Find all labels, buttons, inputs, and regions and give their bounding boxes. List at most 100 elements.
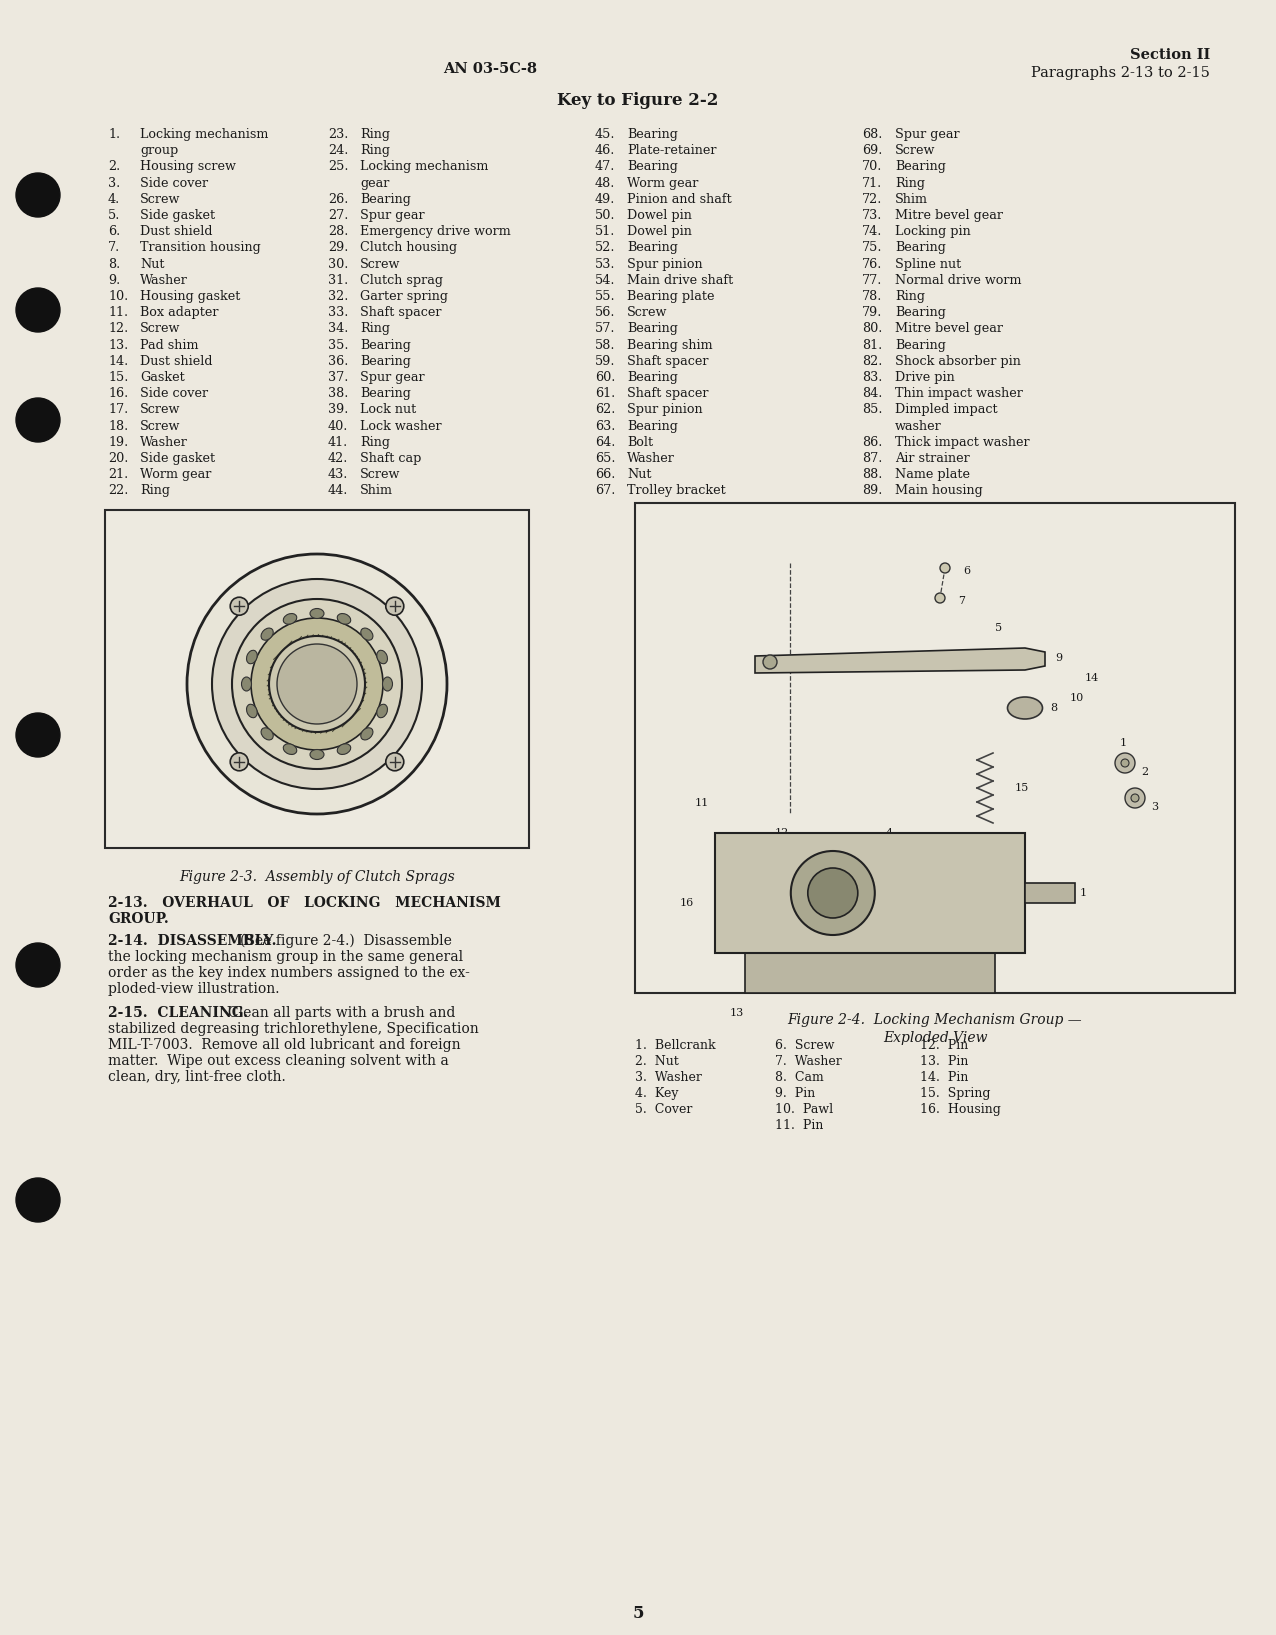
Text: Washer: Washer xyxy=(140,273,188,286)
Text: 52.: 52. xyxy=(595,242,615,255)
Text: 60.: 60. xyxy=(595,371,615,384)
Text: Dowel pin: Dowel pin xyxy=(627,209,692,222)
Circle shape xyxy=(212,579,422,790)
Text: Spur pinion: Spur pinion xyxy=(627,404,703,417)
Text: 16.  Housing: 16. Housing xyxy=(920,1104,1000,1117)
Circle shape xyxy=(940,562,951,572)
Text: 12.: 12. xyxy=(108,322,129,335)
Text: Shim: Shim xyxy=(894,193,928,206)
Text: Bearing shim: Bearing shim xyxy=(627,338,712,352)
Text: 5: 5 xyxy=(632,1606,644,1622)
Ellipse shape xyxy=(283,744,297,754)
Text: Lock nut: Lock nut xyxy=(360,404,416,417)
Text: Bearing plate: Bearing plate xyxy=(627,289,715,302)
Text: 1: 1 xyxy=(1120,737,1127,747)
Text: Clutch sprag: Clutch sprag xyxy=(360,273,443,286)
Text: 80.: 80. xyxy=(863,322,883,335)
Ellipse shape xyxy=(361,728,373,741)
Text: 14.  Pin: 14. Pin xyxy=(920,1071,968,1084)
Text: 71.: 71. xyxy=(863,177,882,190)
Text: Thick impact washer: Thick impact washer xyxy=(894,437,1030,448)
Text: Ring: Ring xyxy=(894,177,925,190)
Text: Air strainer: Air strainer xyxy=(894,451,970,464)
Ellipse shape xyxy=(383,677,393,692)
Text: 50.: 50. xyxy=(595,209,615,222)
Text: 6.: 6. xyxy=(108,226,120,239)
Text: Key to Figure 2-2: Key to Figure 2-2 xyxy=(558,92,718,110)
Text: 9.: 9. xyxy=(108,273,120,286)
Text: 16: 16 xyxy=(680,898,694,907)
Text: 11: 11 xyxy=(695,798,709,808)
Text: 74.: 74. xyxy=(863,226,883,239)
Text: Mitre bevel gear: Mitre bevel gear xyxy=(894,209,1003,222)
Text: Shock absorber pin: Shock absorber pin xyxy=(894,355,1021,368)
Ellipse shape xyxy=(246,651,258,664)
Text: Worm gear: Worm gear xyxy=(627,177,698,190)
Circle shape xyxy=(791,850,875,935)
Text: Bearing: Bearing xyxy=(627,371,678,384)
Ellipse shape xyxy=(283,613,297,625)
Text: 64.: 64. xyxy=(595,437,615,448)
Circle shape xyxy=(17,173,60,217)
Ellipse shape xyxy=(337,613,351,625)
Text: 33.: 33. xyxy=(328,306,348,319)
Text: 32.: 32. xyxy=(328,289,348,302)
Text: 42.: 42. xyxy=(328,451,348,464)
Text: Bearing: Bearing xyxy=(627,128,678,141)
Text: 10.  Pawl: 10. Pawl xyxy=(775,1104,833,1117)
Text: Gasket: Gasket xyxy=(140,371,185,384)
Circle shape xyxy=(17,943,60,988)
Text: 3: 3 xyxy=(1151,803,1159,813)
Text: Bearing: Bearing xyxy=(360,355,411,368)
Ellipse shape xyxy=(246,705,258,718)
Text: 82.: 82. xyxy=(863,355,883,368)
Text: washer: washer xyxy=(894,420,942,433)
Text: Screw: Screw xyxy=(360,468,401,481)
Text: Screw: Screw xyxy=(894,144,935,157)
Bar xyxy=(715,832,1025,953)
Text: 10: 10 xyxy=(1071,693,1085,703)
Text: Figure 2-4.  Locking Mechanism Group —: Figure 2-4. Locking Mechanism Group — xyxy=(787,1014,1082,1027)
Ellipse shape xyxy=(376,705,388,718)
Circle shape xyxy=(277,644,357,724)
Text: Shaft cap: Shaft cap xyxy=(360,451,421,464)
Ellipse shape xyxy=(361,628,373,641)
Text: ploded-view illustration.: ploded-view illustration. xyxy=(108,983,279,996)
Circle shape xyxy=(17,1177,60,1221)
Text: Side gasket: Side gasket xyxy=(140,209,216,222)
Text: matter.  Wipe out excess cleaning solvent with a: matter. Wipe out excess cleaning solvent… xyxy=(108,1055,449,1068)
Text: 55.: 55. xyxy=(595,289,615,302)
Text: 1.: 1. xyxy=(108,128,120,141)
Circle shape xyxy=(232,598,402,768)
Text: 87.: 87. xyxy=(863,451,883,464)
Text: 39.: 39. xyxy=(328,404,348,417)
Text: Main housing: Main housing xyxy=(894,484,983,497)
Text: gear: gear xyxy=(360,177,389,190)
Ellipse shape xyxy=(262,628,273,641)
Circle shape xyxy=(763,656,777,669)
Text: Mitre bevel gear: Mitre bevel gear xyxy=(894,322,1003,335)
Text: 81.: 81. xyxy=(863,338,882,352)
Text: 28.: 28. xyxy=(328,226,348,239)
Text: 66.: 66. xyxy=(595,468,615,481)
Text: Dimpled impact: Dimpled impact xyxy=(894,404,998,417)
Text: Clutch housing: Clutch housing xyxy=(360,242,457,255)
Text: Nut: Nut xyxy=(627,468,652,481)
Text: Bearing: Bearing xyxy=(894,306,946,319)
Text: Side cover: Side cover xyxy=(140,387,208,401)
Text: 41.: 41. xyxy=(328,437,348,448)
Text: GROUP.: GROUP. xyxy=(108,912,168,925)
Text: 2.: 2. xyxy=(108,160,120,173)
Text: 2.  Nut: 2. Nut xyxy=(635,1055,679,1068)
Text: Washer: Washer xyxy=(140,437,188,448)
Text: 84.: 84. xyxy=(863,387,883,401)
Text: 86.: 86. xyxy=(863,437,883,448)
Circle shape xyxy=(1122,759,1129,767)
Text: Screw: Screw xyxy=(627,306,667,319)
Circle shape xyxy=(1115,754,1134,773)
Circle shape xyxy=(17,397,60,441)
Text: 38.: 38. xyxy=(328,387,348,401)
Text: 54.: 54. xyxy=(595,273,615,286)
Text: Locking mechanism: Locking mechanism xyxy=(360,160,489,173)
Text: 2-13.   OVERHAUL   OF   LOCKING   MECHANISM: 2-13. OVERHAUL OF LOCKING MECHANISM xyxy=(108,896,501,911)
